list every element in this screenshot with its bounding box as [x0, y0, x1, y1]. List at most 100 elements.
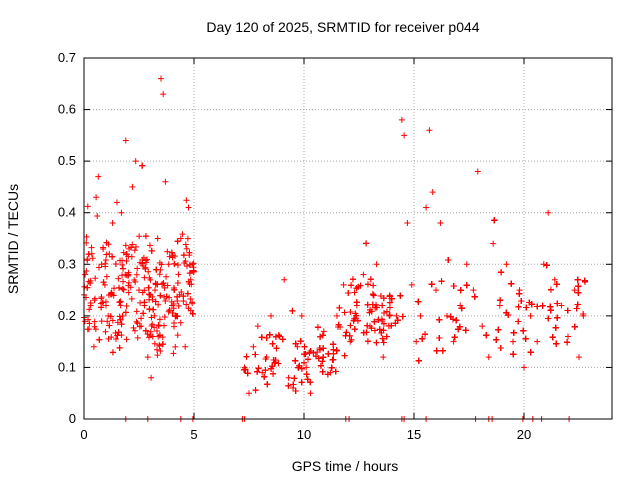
data-point [343, 329, 350, 336]
data-point [547, 286, 554, 293]
data-point [183, 197, 190, 204]
data-point [161, 284, 168, 291]
data-point [523, 304, 530, 311]
data-point [272, 359, 279, 366]
data-point [422, 331, 429, 338]
data-point [349, 276, 356, 283]
data-point [105, 335, 112, 342]
data-point [154, 327, 161, 334]
data-point [515, 303, 522, 310]
data-point [367, 276, 374, 283]
data-point [292, 340, 299, 347]
data-point [334, 312, 340, 319]
data-point [428, 281, 435, 288]
data-point [174, 293, 181, 300]
data-point [134, 334, 141, 341]
data-point [98, 318, 105, 325]
data-point [244, 370, 251, 377]
data-point [99, 299, 106, 306]
data-point [182, 241, 189, 248]
data-point [174, 332, 181, 339]
data-point [164, 282, 171, 289]
data-point [303, 371, 310, 378]
data-point [105, 312, 112, 319]
data-point [182, 258, 189, 265]
data-point [463, 261, 470, 268]
data-point [106, 250, 113, 257]
data-point [285, 374, 292, 381]
data-point [154, 281, 161, 288]
data-point [433, 287, 439, 294]
data-point [174, 279, 181, 286]
data-point [112, 260, 119, 267]
data-point [114, 199, 120, 206]
data-point [173, 312, 180, 319]
data-point [102, 328, 109, 335]
data-point [364, 338, 371, 345]
data-point [147, 328, 154, 335]
data-point [332, 368, 339, 375]
data-point [86, 320, 93, 327]
data-point [351, 326, 358, 333]
data-point [174, 261, 181, 268]
data-point [547, 303, 554, 310]
data-point [534, 338, 541, 345]
data-point [127, 284, 134, 291]
data-point [139, 162, 146, 169]
data-point [149, 321, 156, 328]
data-point [383, 333, 390, 340]
data-point [161, 313, 168, 320]
data-point [503, 261, 510, 268]
data-point [386, 312, 393, 319]
data-point [190, 268, 197, 275]
data-point [393, 312, 400, 319]
data-point [157, 347, 164, 354]
data-point [145, 284, 152, 291]
data-point [87, 280, 94, 287]
data-point [341, 352, 348, 359]
data-point [106, 322, 113, 329]
data-point [336, 304, 343, 311]
data-point [91, 297, 98, 304]
data-point [423, 204, 430, 211]
data-point [554, 314, 561, 321]
data-point [401, 132, 408, 139]
data-point [491, 217, 498, 224]
data-point [114, 319, 121, 326]
data-point [175, 271, 182, 278]
data-point [276, 333, 283, 340]
data-point [149, 296, 156, 303]
data-point [160, 91, 167, 98]
data-point [156, 271, 163, 278]
data-point [125, 289, 132, 296]
data-point [373, 339, 380, 346]
data-point [295, 364, 302, 371]
data-point [186, 270, 193, 277]
data-point [490, 240, 497, 247]
data-point [575, 289, 582, 296]
data-point [187, 276, 194, 283]
data-point [498, 269, 505, 276]
data-point [463, 282, 470, 289]
data-point [165, 261, 172, 268]
data-point [147, 291, 154, 298]
data-point [474, 168, 481, 175]
data-point [347, 308, 354, 315]
data-point [291, 375, 298, 382]
data-point [137, 259, 144, 266]
data-point [574, 276, 581, 283]
data-point [456, 323, 463, 330]
data-point [320, 328, 327, 335]
data-point [551, 276, 558, 283]
data-point [285, 382, 292, 389]
data-point [363, 240, 370, 247]
data-point [145, 268, 152, 275]
data-point [115, 329, 122, 336]
data-point [553, 281, 560, 288]
data-point [128, 253, 135, 260]
data-point [353, 302, 360, 309]
data-point [169, 302, 175, 309]
data-point [250, 343, 257, 350]
data-point [353, 312, 360, 319]
data-point [549, 334, 556, 341]
